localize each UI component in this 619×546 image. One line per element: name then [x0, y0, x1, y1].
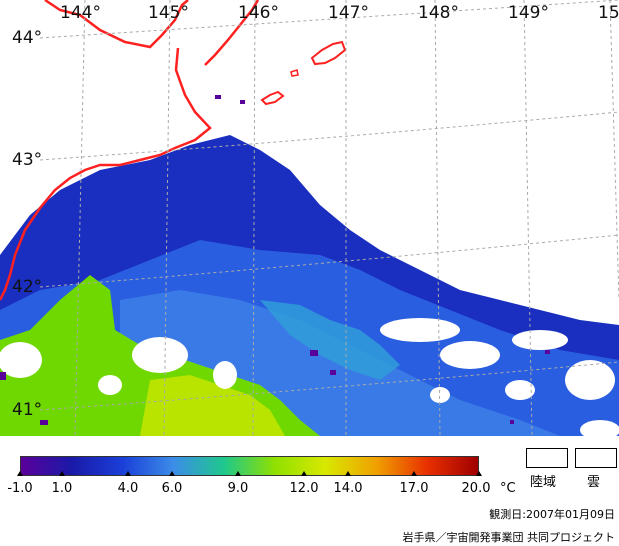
- sst-map: 144° 145° 146° 147° 148° 149° 15 44° 43°…: [0, 0, 619, 436]
- scale-tick-label: 12.0: [289, 481, 319, 496]
- scale-tick-label: 14.0: [333, 481, 363, 496]
- tick-mark: [345, 471, 351, 476]
- scale-tick-label: -1.0: [7, 481, 33, 496]
- cloud-legend-swatch: [575, 448, 617, 468]
- kuril-island-1: [204, 0, 260, 66]
- tick-mark: [301, 471, 307, 476]
- scale-tick-label: 20.0: [461, 481, 491, 496]
- kuril-island-3: [260, 90, 285, 106]
- credit-line: 岩手県／宇宙開発事業団 共同プロジェクト: [402, 531, 616, 544]
- tick-mark: [411, 471, 417, 476]
- scale-tick-label: 6.0: [161, 481, 183, 496]
- scale-tick-label: 4.0: [117, 481, 139, 496]
- latitude-label-41: 41°: [12, 400, 43, 420]
- sst-map-graphic: [0, 0, 619, 436]
- longitude-label-150: 15: [598, 3, 619, 23]
- hokkaido-land: [0, 0, 205, 215]
- kuril-island-4: [290, 69, 299, 77]
- scale-tick-label: 1.0: [51, 481, 73, 496]
- longitude-label-144: 144°: [60, 3, 101, 23]
- coldest-water-specks: [0, 95, 550, 425]
- tick-mark: [59, 471, 65, 476]
- land-legend-label: 陸域: [530, 475, 557, 490]
- cloud-patches: [0, 110, 619, 436]
- scale-tick-label: 17.0: [399, 481, 429, 496]
- observation-date: 観測日:2007年01月09日: [489, 508, 615, 521]
- scale-unit: °C: [500, 481, 516, 496]
- longitude-label-146: 146°: [238, 3, 279, 23]
- longitude-label-149: 149°: [508, 3, 549, 23]
- latitude-label-42: 42°: [12, 277, 43, 297]
- tick-mark: [169, 471, 175, 476]
- temperature-color-scale: [20, 456, 479, 476]
- longitude-label-148: 148°: [418, 3, 459, 23]
- kuril-island-2: [310, 40, 347, 66]
- ocean-cyan-band: [260, 300, 400, 380]
- scale-tick-label: 9.0: [227, 481, 249, 496]
- land-legend-swatch: [526, 448, 568, 468]
- longitude-label-145: 145°: [148, 3, 189, 23]
- longitude-label-147: 147°: [328, 3, 369, 23]
- latitude-label-44: 44°: [12, 28, 43, 48]
- tick-mark: [125, 471, 131, 476]
- tick-mark: [476, 471, 482, 476]
- ocean-warmest-water: [140, 375, 285, 436]
- hokkaido-coastline: [0, 0, 212, 301]
- graticule: [39, 0, 619, 436]
- cloud-legend-label: 雲: [587, 475, 601, 490]
- latitude-label-43: 43°: [12, 150, 43, 170]
- tick-mark: [235, 471, 241, 476]
- tick-mark: [17, 471, 23, 476]
